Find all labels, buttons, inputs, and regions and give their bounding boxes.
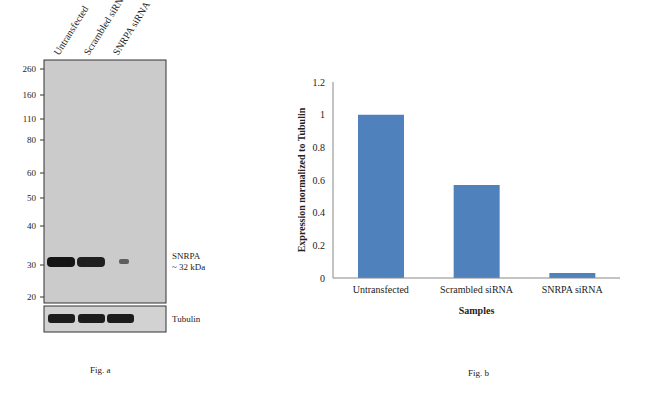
svg-text:50: 50	[27, 193, 37, 203]
svg-text:Fig. a: Fig. a	[90, 365, 111, 375]
svg-text:SNRPA siRNA: SNRPA siRNA	[110, 0, 152, 57]
svg-text:30: 30	[27, 260, 37, 270]
svg-text:110: 110	[23, 114, 37, 124]
svg-text:Expression normalized to Tubul: Expression normalized to Tubulin	[296, 107, 307, 252]
svg-text:~ 32 kDa: ~ 32 kDa	[172, 262, 205, 272]
svg-text:60: 60	[27, 168, 37, 178]
svg-text:Fig. b: Fig. b	[468, 368, 490, 378]
svg-text:Untransfected: Untransfected	[51, 3, 91, 58]
svg-text:0.4: 0.4	[313, 207, 326, 218]
svg-text:160: 160	[23, 90, 37, 100]
svg-text:0.6: 0.6	[313, 175, 326, 186]
svg-text:0: 0	[320, 273, 325, 284]
svg-text:Samples: Samples	[459, 305, 495, 316]
svg-text:1.2: 1.2	[313, 77, 326, 88]
svg-text:Scrambled siRNA: Scrambled siRNA	[440, 284, 514, 295]
svg-text:0.8: 0.8	[313, 142, 326, 153]
svg-text:260: 260	[23, 64, 37, 74]
svg-text:0.2: 0.2	[313, 240, 326, 251]
svg-text:Tubulin: Tubulin	[172, 314, 201, 324]
svg-text:40: 40	[27, 221, 37, 231]
svg-text:SNRPA siRNA: SNRPA siRNA	[542, 284, 604, 295]
svg-text:SNRPA: SNRPA	[172, 251, 201, 261]
svg-text:1: 1	[320, 109, 325, 120]
svg-text:Untransfected: Untransfected	[353, 284, 409, 295]
svg-text:80: 80	[27, 135, 37, 145]
svg-text:20: 20	[27, 292, 37, 302]
